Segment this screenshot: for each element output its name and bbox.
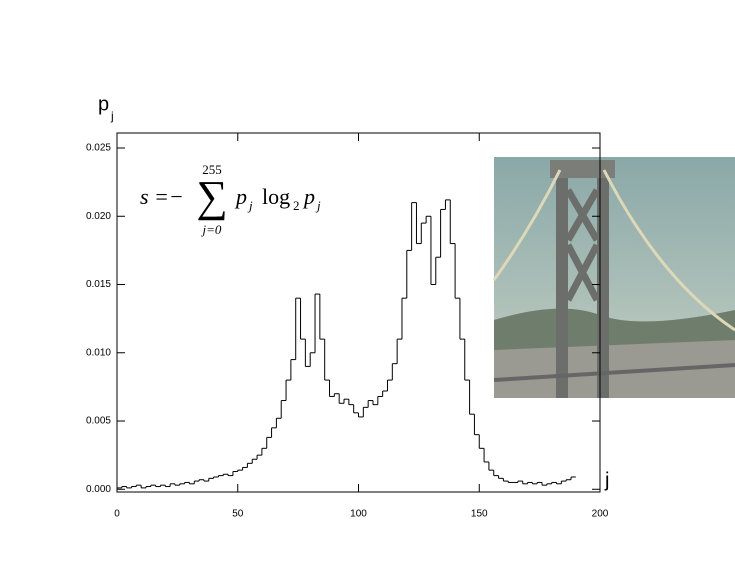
y-tick-label: 0.010 [86,347,111,358]
x-tick-label: 200 [592,509,609,520]
y-tick-label: 0.000 [86,484,111,495]
x-axis-label: j [604,469,609,491]
formula-sigma: ∑ [196,172,227,221]
x-tick-label: 150 [471,509,488,520]
y-axis-label: p [98,93,109,115]
y-tick-label: 0.005 [86,416,111,427]
x-tick-label: 50 [232,509,244,520]
x-tick-label: 0 [114,509,120,520]
formula-p-sub: j [247,198,253,213]
formula-p: p [302,184,315,209]
formula: s =− ∑ 255 j=0 p j log 2 p j [140,162,321,237]
formula-p: p [234,184,247,209]
formula-lhs: s =− [140,184,184,209]
x-tick-label: 100 [350,509,367,520]
formula-log-sub: 2 [293,198,300,213]
photo-inset [492,157,735,398]
y-tick-label: 0.020 [86,211,111,222]
y-tick-label: 0.025 [86,143,111,154]
formula-upper: 255 [202,162,222,177]
formula-lower: j=0 [201,222,222,237]
y-tick-label: 0.015 [86,279,111,290]
formula-log: log [262,184,290,209]
formula-p-sub: j [315,198,321,213]
y-axis-label-sub: j [110,109,114,123]
